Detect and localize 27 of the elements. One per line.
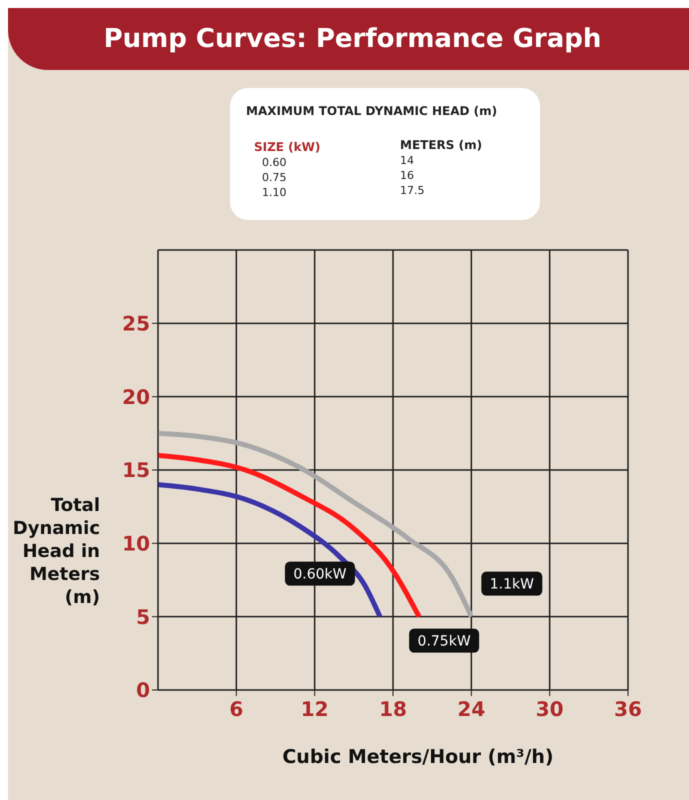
- x-tick-label: 6: [229, 697, 244, 722]
- text: 14: [400, 154, 414, 167]
- text: 0.60: [262, 156, 286, 169]
- x-tick-label: 24: [457, 697, 486, 722]
- x-axis-title: Cubic Meters/Hour (m³/h): [281, 746, 555, 768]
- y-tick-label: 20: [122, 384, 150, 409]
- x-tick-label: 30: [536, 697, 564, 722]
- text: 0.75: [262, 171, 286, 184]
- series-label: 0.60kW: [293, 566, 347, 583]
- chart-title: Pump Curves: Performance Graph: [8, 8, 689, 70]
- text: 16: [400, 169, 414, 182]
- series-label: 0.75kW: [418, 634, 471, 650]
- y-tick-label: 5: [136, 604, 150, 629]
- text: MAXIMUM TOTAL DYNAMIC HEAD (m): [246, 104, 498, 118]
- x-tick-label: 36: [614, 697, 642, 722]
- x-tick-label: 18: [379, 697, 407, 722]
- series-label: 1.1kW: [490, 576, 534, 593]
- y-tick-label: 25: [122, 311, 150, 336]
- y-axis-title: Total Dynamic Head in Meters (m): [12, 494, 100, 609]
- x-tick-label: 12: [300, 697, 329, 722]
- text: METERS (m): [400, 138, 482, 152]
- text: SIZE (kW): [254, 140, 320, 154]
- y-tick-label: 0: [136, 678, 150, 702]
- y-tick-label: 10: [122, 531, 150, 556]
- text: 17.5: [400, 184, 424, 197]
- y-tick-label: 15: [122, 458, 150, 482]
- text: 1.10: [262, 186, 286, 199]
